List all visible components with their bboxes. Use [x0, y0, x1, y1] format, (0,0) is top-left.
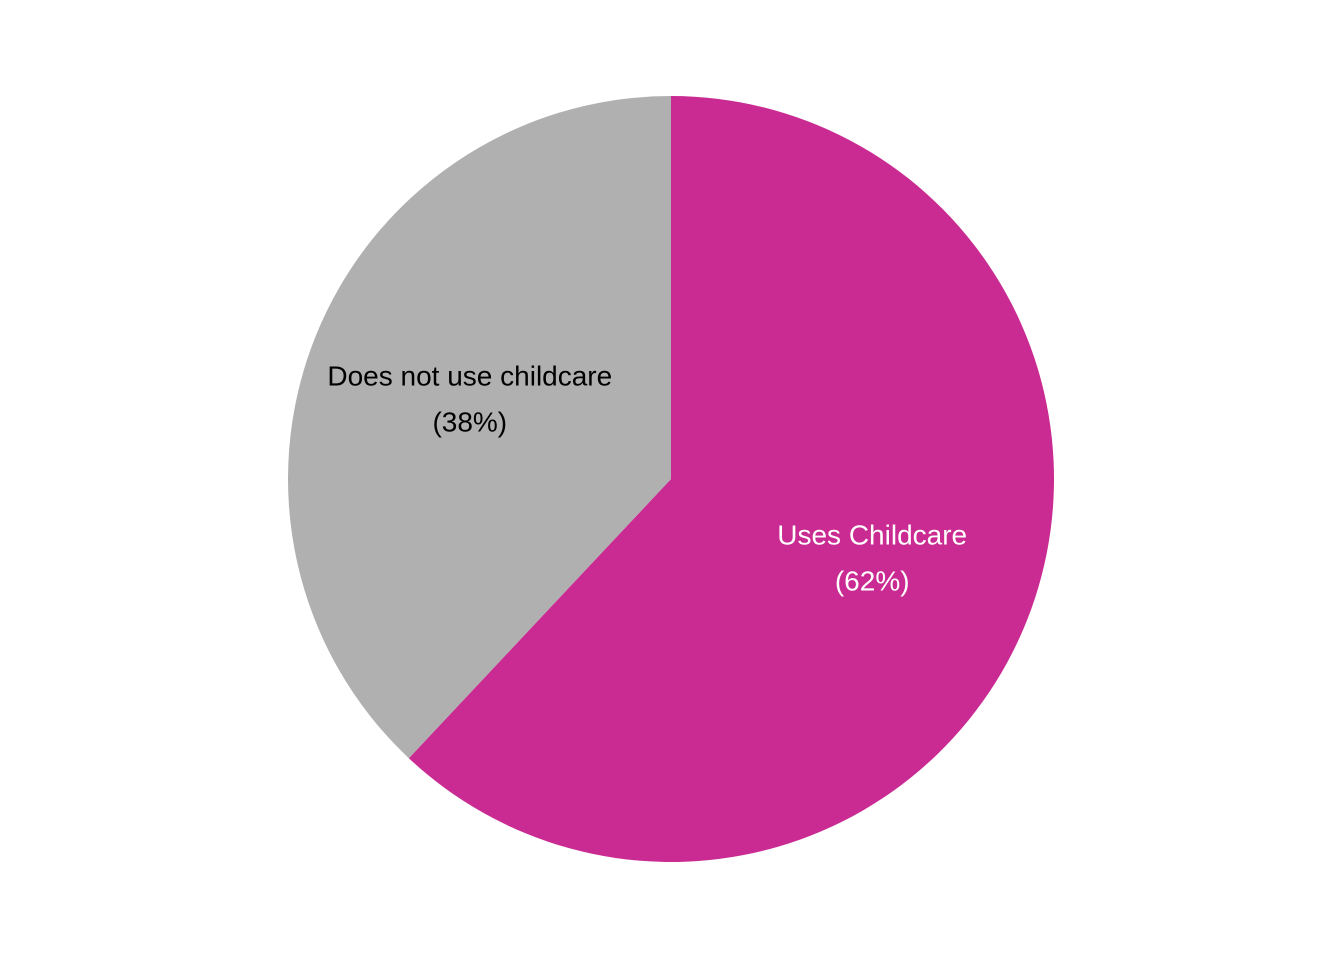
- pie-slice-value-label-0: (62%): [835, 566, 910, 597]
- pie-slice-0: [408, 96, 1055, 862]
- pie-slice-1: [288, 96, 671, 759]
- pie-slice-value-label-1: (38%): [432, 406, 507, 437]
- pie-slice-label-0: Uses Childcare: [777, 520, 967, 551]
- pie-slice-label-1: Does not use childcare: [327, 360, 612, 391]
